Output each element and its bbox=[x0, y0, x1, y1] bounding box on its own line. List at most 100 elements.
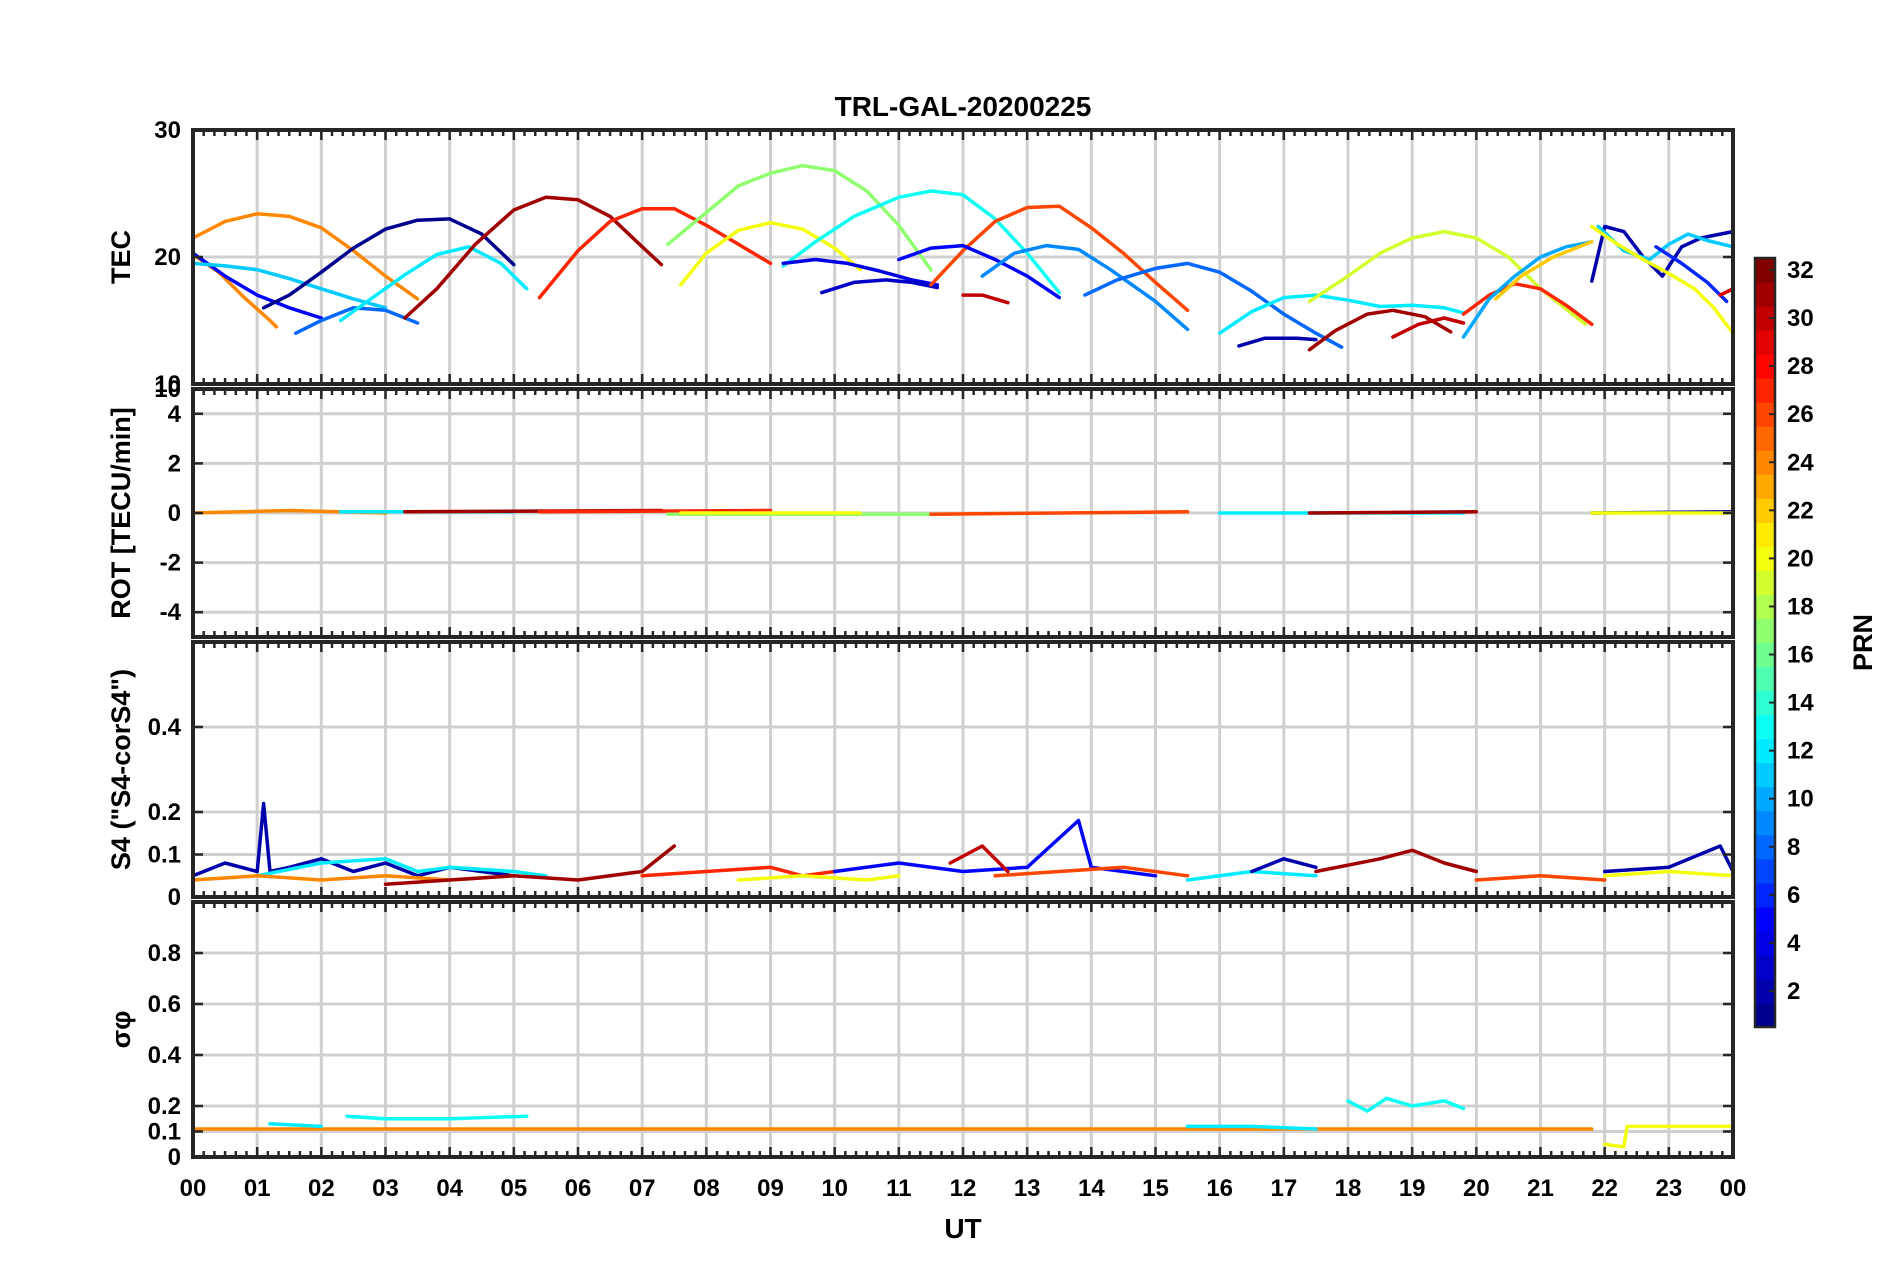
colorbar-cell bbox=[1755, 954, 1775, 980]
colorbar-cell bbox=[1755, 354, 1775, 379]
panel-rot: -4 -2 0 2 410 ROT [TECU/min] bbox=[106, 376, 1735, 639]
x-tick-label: 22 bbox=[1591, 1175, 1618, 1202]
colorbar-cell bbox=[1755, 690, 1775, 716]
colorbar-tick-label: 32 bbox=[1787, 257, 1814, 284]
series-prn-22 bbox=[1493, 240, 1594, 301]
series-prn-8 bbox=[1083, 261, 1344, 349]
x-tick-label: 07 bbox=[629, 1175, 656, 1202]
y-tick-label: 0 bbox=[168, 884, 181, 911]
x-tick-label: 16 bbox=[1206, 1175, 1233, 1202]
colorbar-cell bbox=[1755, 498, 1775, 523]
colorbar-cell bbox=[1755, 834, 1775, 860]
series-prn-1 bbox=[261, 217, 516, 310]
series-prn-5 bbox=[191, 251, 324, 320]
y-axis-label: ROT [TECU/min] bbox=[106, 407, 136, 618]
x-tick-label: 00 bbox=[1720, 1175, 1747, 1202]
panel-sigma: 00.10.2 0.4 0.6 0.8 σφ bbox=[106, 900, 1735, 1171]
series-prn-8 bbox=[293, 306, 420, 335]
x-tick-label: 01 bbox=[244, 1175, 271, 1202]
series-prn-30 bbox=[961, 293, 1010, 305]
colorbar-cell bbox=[1755, 426, 1775, 451]
x-tick-label: 14 bbox=[1078, 1175, 1105, 1202]
series-prn-12 bbox=[255, 857, 548, 878]
colorbar-tick-label: 12 bbox=[1787, 738, 1814, 765]
colorbar-cell bbox=[1755, 906, 1775, 932]
x-axis-label: UT bbox=[944, 1213, 981, 1244]
series-prn-13 bbox=[1346, 1096, 1466, 1113]
colorbar-cell bbox=[1755, 450, 1775, 475]
colorbar-cell bbox=[1755, 618, 1775, 644]
x-tick-label: 21 bbox=[1527, 1175, 1554, 1202]
series-prn-3 bbox=[820, 278, 940, 295]
series-prn-27 bbox=[1461, 281, 1594, 327]
y-tick-label: 20 bbox=[154, 244, 181, 271]
colorbar-cell bbox=[1755, 306, 1775, 331]
y-tick-label: 0.4 bbox=[148, 714, 182, 741]
series-prn-2 bbox=[1602, 844, 1735, 874]
colorbar-tick-label: 8 bbox=[1787, 834, 1800, 861]
colorbar-tick-label: 20 bbox=[1787, 545, 1814, 572]
colorbar-cell bbox=[1755, 786, 1775, 812]
colorbar-cell bbox=[1755, 330, 1775, 355]
series-prn-31 bbox=[403, 195, 664, 320]
y-tick-label: 0.2 bbox=[148, 1093, 181, 1120]
y-axis-label: TEC bbox=[106, 230, 136, 284]
series-prn-17 bbox=[666, 163, 933, 272]
y-axis-label: S4 ("S4-corS4") bbox=[106, 669, 136, 870]
y-tick-label: 10 bbox=[154, 376, 181, 403]
series-prn-20 bbox=[678, 220, 863, 287]
series-prn-20 bbox=[1602, 869, 1735, 878]
y-tick-label: 30 bbox=[154, 117, 181, 144]
colorbar-cell bbox=[1755, 714, 1775, 740]
colorbar-cell bbox=[1755, 858, 1775, 884]
panel-frame bbox=[191, 640, 1735, 899]
y-tick-label: -2 bbox=[160, 550, 181, 577]
series-prn-31 bbox=[383, 844, 677, 887]
series-prn-29 bbox=[1718, 287, 1735, 297]
colorbar-cell bbox=[1755, 522, 1775, 547]
series-prn-31 bbox=[1307, 510, 1479, 515]
y-tick-label: 0 bbox=[168, 1144, 181, 1171]
colorbar-label: PRN bbox=[1848, 614, 1878, 671]
series-prn-11 bbox=[1596, 224, 1735, 262]
colorbar-tick-label: 6 bbox=[1787, 882, 1800, 909]
series-prn-12 bbox=[268, 1122, 324, 1129]
panel-s4: 0 0.1 0.2 0.4 S4 ("S4-corS4") bbox=[106, 640, 1735, 911]
colorbar-cell bbox=[1755, 666, 1775, 692]
colorbar-tick-label: 30 bbox=[1787, 305, 1814, 332]
colorbar-cell bbox=[1755, 1002, 1775, 1028]
series-prn-20 bbox=[736, 874, 901, 882]
series-prn-11 bbox=[191, 261, 388, 310]
x-tick-label: 15 bbox=[1142, 1175, 1169, 1202]
x-tick-label: 19 bbox=[1399, 1175, 1426, 1202]
series-prn-13 bbox=[345, 1114, 529, 1121]
series-prn-12 bbox=[338, 245, 529, 323]
series-prn-12 bbox=[1217, 293, 1466, 335]
colorbar-tick-label: 22 bbox=[1787, 497, 1814, 524]
x-tick-label: 12 bbox=[950, 1175, 977, 1202]
colorbar-cell bbox=[1755, 930, 1775, 956]
x-tick-label: 13 bbox=[1014, 1175, 1041, 1202]
x-axis: 00 01 02 03 04 05 06 07 08 09 10 11 12 13 14 15 16 17 18 19… bbox=[180, 1175, 1747, 1202]
y-tick-label: 4 bbox=[168, 401, 182, 428]
series-prn-31 bbox=[1314, 848, 1479, 874]
panel-frame bbox=[191, 387, 1735, 639]
colorbar-tick-label: 18 bbox=[1787, 593, 1814, 620]
colorbar-cell bbox=[1755, 762, 1775, 788]
y-tick-label: 0.4 bbox=[148, 1042, 182, 1069]
x-tick-label: 11 bbox=[886, 1175, 911, 1202]
y-tick-label: 0.1 bbox=[148, 1119, 181, 1146]
y-tick-label: 0.8 bbox=[148, 940, 181, 967]
y-tick-label: 2 bbox=[168, 450, 181, 477]
series-prn-31 bbox=[1307, 308, 1453, 352]
x-tick-label: 04 bbox=[436, 1175, 463, 1202]
colorbar-cell bbox=[1755, 570, 1775, 596]
x-tick-label: 17 bbox=[1270, 1175, 1297, 1202]
colorbar-tick-label: 14 bbox=[1787, 690, 1814, 717]
series-prn-26 bbox=[1474, 874, 1607, 882]
y-tick-label: 10 bbox=[154, 371, 181, 398]
colorbar-tick-label: 26 bbox=[1787, 401, 1814, 428]
colorbar-cell bbox=[1755, 546, 1775, 572]
colorbar-cell bbox=[1755, 594, 1775, 620]
